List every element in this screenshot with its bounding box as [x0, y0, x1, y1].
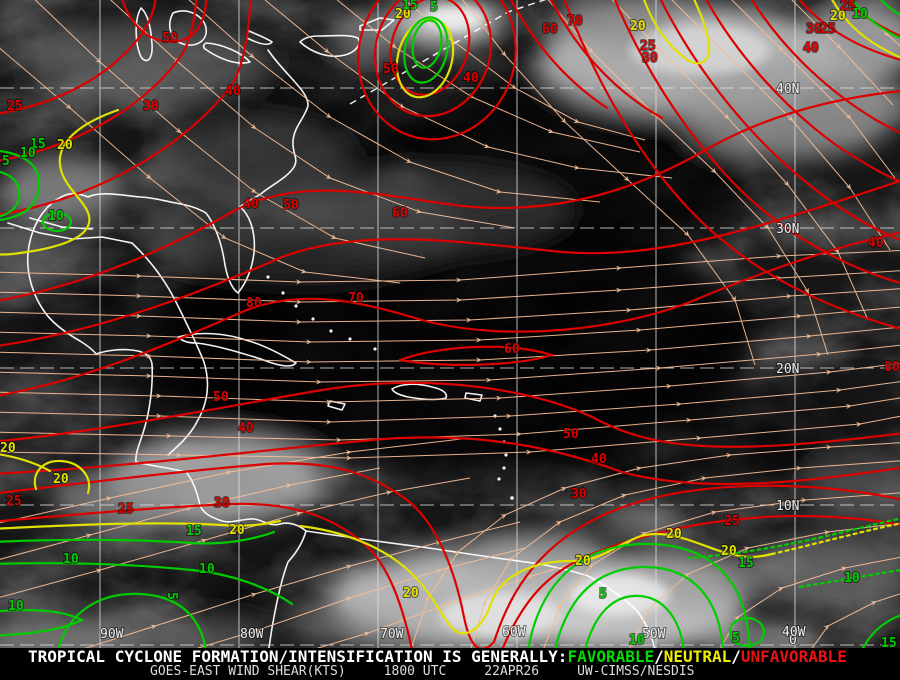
satellite-map: 40N 30N 20N 10N 0 90W 80W 70W 60W 50W 40W 25 30 40 50… — [0, 0, 900, 665]
contour-value-label: 40 — [591, 452, 607, 467]
contour-value-label: 10 — [63, 552, 79, 567]
title-bar: TROPICAL CYCLONE FORMATION/INTENSIFICATI… — [0, 648, 900, 680]
contour-value-label: 30 — [143, 99, 159, 114]
contour-value-label: 30 — [571, 487, 587, 502]
contour-value-label: 25 — [118, 502, 134, 517]
contours-yellow-layer — [0, 0, 900, 635]
contour-value-label: 10 — [20, 146, 36, 161]
contour-value-label: 30 — [642, 51, 658, 66]
contour-value-label: 20 — [57, 138, 73, 153]
contours-red-layer — [0, 0, 900, 652]
contour-value-label: 20 — [666, 527, 682, 542]
legend-separator: / — [654, 647, 664, 666]
contour-value-label: 20 — [229, 523, 245, 538]
geo-label: 20N — [776, 362, 799, 377]
product-name: GOES-EAST WIND SHEAR(KTS) — [150, 664, 346, 679]
contour-value-label: 70 — [567, 14, 583, 29]
contour-value-label: 50 — [383, 62, 399, 77]
geo-label: 40N — [776, 82, 799, 97]
latlon-labels: 40N 30N 20N 10N 0 90W 80W 70W 60W 50W 40W — [99, 81, 807, 649]
product-time: 1800 UTC — [383, 664, 447, 679]
legend-separator: / — [731, 647, 741, 666]
contour-value-label: 25 — [820, 22, 836, 37]
product-info-line: GOES-EAST WIND SHEAR(KTS) 1800 UTC 22APR26… — [0, 665, 900, 679]
contour-value-label: 40 — [238, 421, 254, 436]
contour-value-label: 25 — [724, 514, 740, 529]
geo-label: 30N — [776, 222, 799, 237]
geo-label: 90W — [100, 627, 124, 642]
contour-value-label: 40 — [463, 71, 479, 86]
contours-green-layer — [0, 0, 900, 652]
legend-line: TROPICAL CYCLONE FORMATION/INTENSIFICATI… — [0, 648, 900, 665]
contour-value-label: 40 — [868, 236, 884, 251]
contour-value-label: 10 — [629, 633, 645, 648]
contour-value-label: 80 — [246, 296, 262, 311]
contour-value-label: 20 — [53, 472, 69, 487]
contour-value-label: 20 — [0, 441, 16, 456]
unfavorable-label: UNFAVORABLE — [740, 647, 847, 666]
geo-label: 0 — [789, 633, 797, 648]
contour-value-label: 20 — [721, 544, 737, 559]
contour-value-label: 80 — [884, 360, 900, 375]
contour-value-label: 20 — [830, 9, 846, 24]
geo-label: 70W — [380, 627, 404, 642]
product-date: 22APR26 — [484, 664, 540, 679]
contour-value-label: 30 — [806, 22, 822, 37]
geo-label: 60W — [502, 625, 526, 640]
contour-value-label: 70 — [348, 291, 364, 306]
contour-value-label: 15 — [30, 137, 46, 152]
geo-label: 10N — [776, 499, 799, 514]
contour-value-label: 60 — [504, 342, 520, 357]
contour-value-label: 15 — [186, 524, 202, 539]
contour-value-label: 5 — [430, 0, 438, 15]
geo-label: 80W — [240, 627, 264, 642]
contour-value-label: 15 — [738, 556, 754, 571]
geo-label: 50W — [642, 627, 666, 642]
contour-value-label: 20 — [575, 554, 591, 569]
contour-value-label: 60 — [542, 22, 558, 37]
contour-value-label: 40 — [243, 197, 259, 212]
contour-value-label: 30 — [214, 496, 230, 511]
newfoundland — [359, 17, 395, 31]
contour-value-label: 50 — [283, 198, 299, 213]
legend-prefix: TROPICAL CYCLONE FORMATION/INTENSIFICATI… — [28, 647, 568, 666]
geo-label: 40W — [782, 625, 806, 640]
contour-value-label: 15 — [402, 0, 418, 13]
contour-value-label: 5 — [164, 592, 179, 600]
contour-value-label: 25 — [7, 99, 23, 114]
contour-value-label: 40 — [803, 41, 819, 56]
favorable-label: FAVORABLE — [567, 647, 655, 666]
contour-value-label: 15 — [881, 636, 897, 648]
contour-value-label: 20 — [630, 19, 646, 34]
contour-value-label: 5 — [599, 587, 607, 602]
contour-value-label: 10 — [48, 209, 64, 224]
contour-value-label: 10 — [852, 7, 868, 22]
contour-value-label: 5 — [732, 631, 740, 646]
contour-value-label: 25 — [840, 0, 856, 14]
contour-value-label: 50 — [563, 427, 579, 442]
contour-value-label: 10 — [844, 571, 860, 586]
contour-value-label: 5 — [2, 154, 10, 169]
contour-value-label: 50 — [213, 390, 229, 405]
contour-value-label: 25 — [640, 39, 656, 54]
contour-value-label: 50 — [162, 31, 178, 46]
contour-value-label: 20 — [403, 586, 419, 601]
contour-value-label: 40 — [225, 84, 241, 99]
product-source: UW-CIMSS/NESDIS — [577, 664, 695, 679]
contour-value-label: 60 — [392, 206, 408, 221]
neutral-label: NEUTRAL — [663, 647, 732, 666]
contour-value-label: 10 — [199, 562, 215, 577]
streamlines-layer — [0, 0, 900, 659]
contour-value-label: 20 — [395, 7, 411, 22]
contour-value-label: 25 — [6, 494, 22, 509]
contour-value-label: 10 — [8, 599, 24, 614]
